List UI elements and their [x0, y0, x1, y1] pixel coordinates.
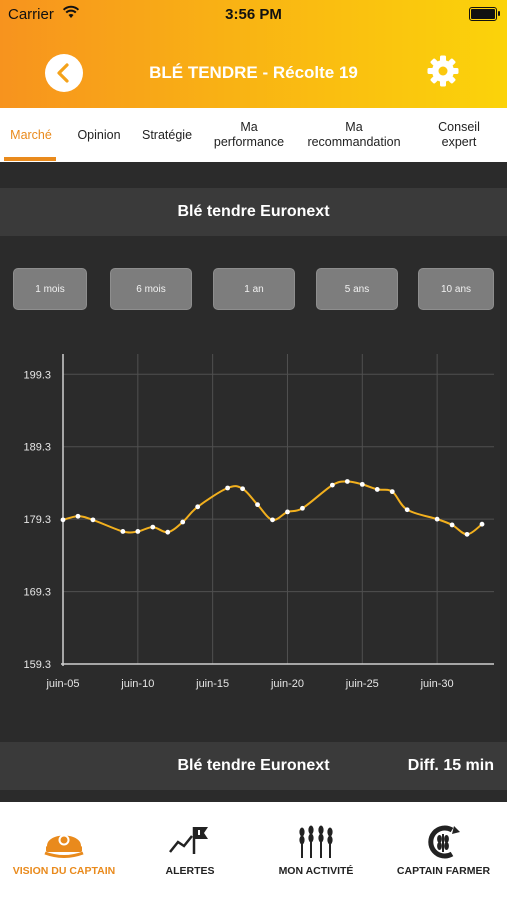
nav-mon-activite[interactable]: MON ACTIVITÉ [252, 802, 380, 900]
tab-ma-recommandation[interactable]: Ma recommandation [307, 120, 401, 149]
tab-bar: Marché Opinion Stratégie Ma performance M… [0, 108, 507, 162]
range-5-ans-button[interactable]: 5 ans [316, 268, 398, 310]
data-point [120, 529, 126, 534]
page-title: BLÉ TENDRE - Récolte 19 [149, 63, 358, 82]
data-point [180, 519, 186, 525]
nav-alertes[interactable]: ALERTES [128, 802, 252, 900]
x-tick-label: juin-20 [270, 678, 304, 690]
data-point [255, 502, 260, 508]
app-header: Carrier 3:56 PM BLÉ TENDRE - Récolte 19 [0, 0, 507, 108]
data-point [150, 524, 156, 530]
data-point [434, 516, 440, 522]
price-line [62, 480, 483, 536]
nav-label: VISION DU CAPTAIN [12, 865, 116, 877]
data-point [240, 486, 245, 492]
wheat-icon [299, 825, 333, 858]
footer-bar: Blé tendre Euronext Diff. 15 min [0, 742, 507, 790]
range-1-mois-button[interactable]: 1 mois [13, 268, 87, 310]
section-header: Blé tendre Euronext [0, 188, 507, 236]
section-title: Blé tendre Euronext [177, 203, 330, 220]
nav-label: CAPTAIN FARMER [396, 865, 491, 877]
status-bar: Carrier 3:56 PM [0, 0, 507, 28]
gear-icon[interactable] [426, 54, 460, 88]
clock: 3:56 PM [225, 6, 282, 23]
battery-icon [469, 7, 500, 21]
y-tick-label: 159.3 [23, 659, 51, 671]
data-point [90, 517, 96, 523]
footer-title: Blé tendre Euronext [177, 757, 330, 774]
x-tick-label: juin-25 [345, 678, 379, 690]
tab-conseil-expert[interactable]: Conseil expert [438, 120, 480, 149]
data-point [75, 513, 81, 519]
delay-label: Diff. 15 min [407, 757, 494, 774]
data-point [300, 505, 305, 511]
data-point [329, 482, 335, 488]
range-6-mois-button[interactable]: 6 mois [110, 268, 192, 310]
y-tick-label: 179.3 [23, 514, 51, 526]
x-tick-label: juin-05 [45, 678, 79, 690]
y-tick-label: 189.3 [23, 442, 51, 454]
data-point [225, 485, 231, 491]
alert-flag-icon [169, 827, 208, 854]
data-point [389, 489, 395, 495]
data-point [479, 521, 485, 527]
tab-marche[interactable]: Marché [10, 127, 52, 142]
y-tick-label: 169.3 [23, 587, 51, 599]
tab-ma-performance[interactable]: Ma performance [213, 120, 285, 149]
data-point [359, 481, 365, 487]
data-point [344, 479, 350, 484]
carrier-label: Carrier [8, 6, 54, 23]
data-point [285, 509, 290, 515]
range-10-ans-button[interactable]: 10 ans [418, 268, 494, 310]
x-tick-label: juin-15 [195, 678, 229, 690]
price-chart: 199.3 189.3 179.3 169.3 159.3 juin-05 juin-10 j… [23, 354, 494, 690]
bottom-nav: VISION DU CAPTAIN ALERTES MON ACTIVITÉ [0, 802, 507, 900]
y-tick-label: 199.3 [23, 369, 51, 381]
wifi-icon [62, 5, 80, 18]
data-point [270, 517, 275, 523]
active-tab-indicator [4, 157, 56, 161]
data-point [464, 531, 470, 537]
captain-farmer-logo-icon [427, 825, 460, 859]
x-tick-label: juin-10 [120, 678, 154, 690]
nav-label: ALERTES [165, 865, 215, 877]
nav-label: MON ACTIVITÉ [278, 865, 354, 877]
data-point [195, 504, 201, 510]
data-point [165, 529, 171, 535]
data-point [135, 529, 141, 534]
data-point [449, 522, 455, 528]
data-point [404, 507, 410, 513]
data-point [60, 517, 66, 523]
tab-strategie[interactable]: Stratégie [141, 127, 193, 142]
data-point [374, 487, 380, 492]
x-tick-label: juin-30 [420, 678, 454, 690]
range-1-an-button[interactable]: 1 an [213, 268, 295, 310]
nav-captain-farmer[interactable]: CAPTAIN FARMER [380, 802, 507, 900]
back-button[interactable] [45, 54, 83, 92]
captain-hat-icon [44, 834, 84, 858]
chevron-left-icon [57, 63, 69, 83]
tab-opinion[interactable]: Opinion [77, 127, 121, 142]
nav-vision-du-captain[interactable]: VISION DU CAPTAIN [0, 802, 128, 900]
